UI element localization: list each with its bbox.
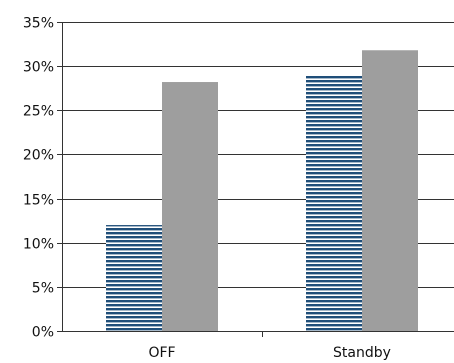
- y-tick-label: 0%: [32, 325, 54, 341]
- y-tick-label: 30%: [23, 60, 54, 76]
- y-tick-label: 15%: [23, 193, 54, 209]
- y-tick-label: 35%: [23, 16, 54, 32]
- bar-standby-series-1: [306, 74, 362, 331]
- y-tick-label: 20%: [23, 148, 54, 164]
- bar-standby-series-2: [362, 50, 418, 331]
- bar-off-series-2: [162, 82, 218, 331]
- x-category-label: OFF: [148, 345, 175, 361]
- y-axis-labels: 0% 5% 10% 15% 20% 25% 30% 35%: [23, 16, 54, 341]
- axes: [62, 22, 454, 337]
- y-tick-label: 5%: [32, 281, 54, 297]
- y-tick-label: 25%: [23, 104, 54, 120]
- y-tick-label: 10%: [23, 237, 54, 253]
- bar-off-series-1: [106, 225, 162, 331]
- x-axis-labels: OFF Standby: [148, 345, 391, 361]
- x-category-label: Standby: [333, 345, 391, 361]
- bars: [106, 50, 418, 331]
